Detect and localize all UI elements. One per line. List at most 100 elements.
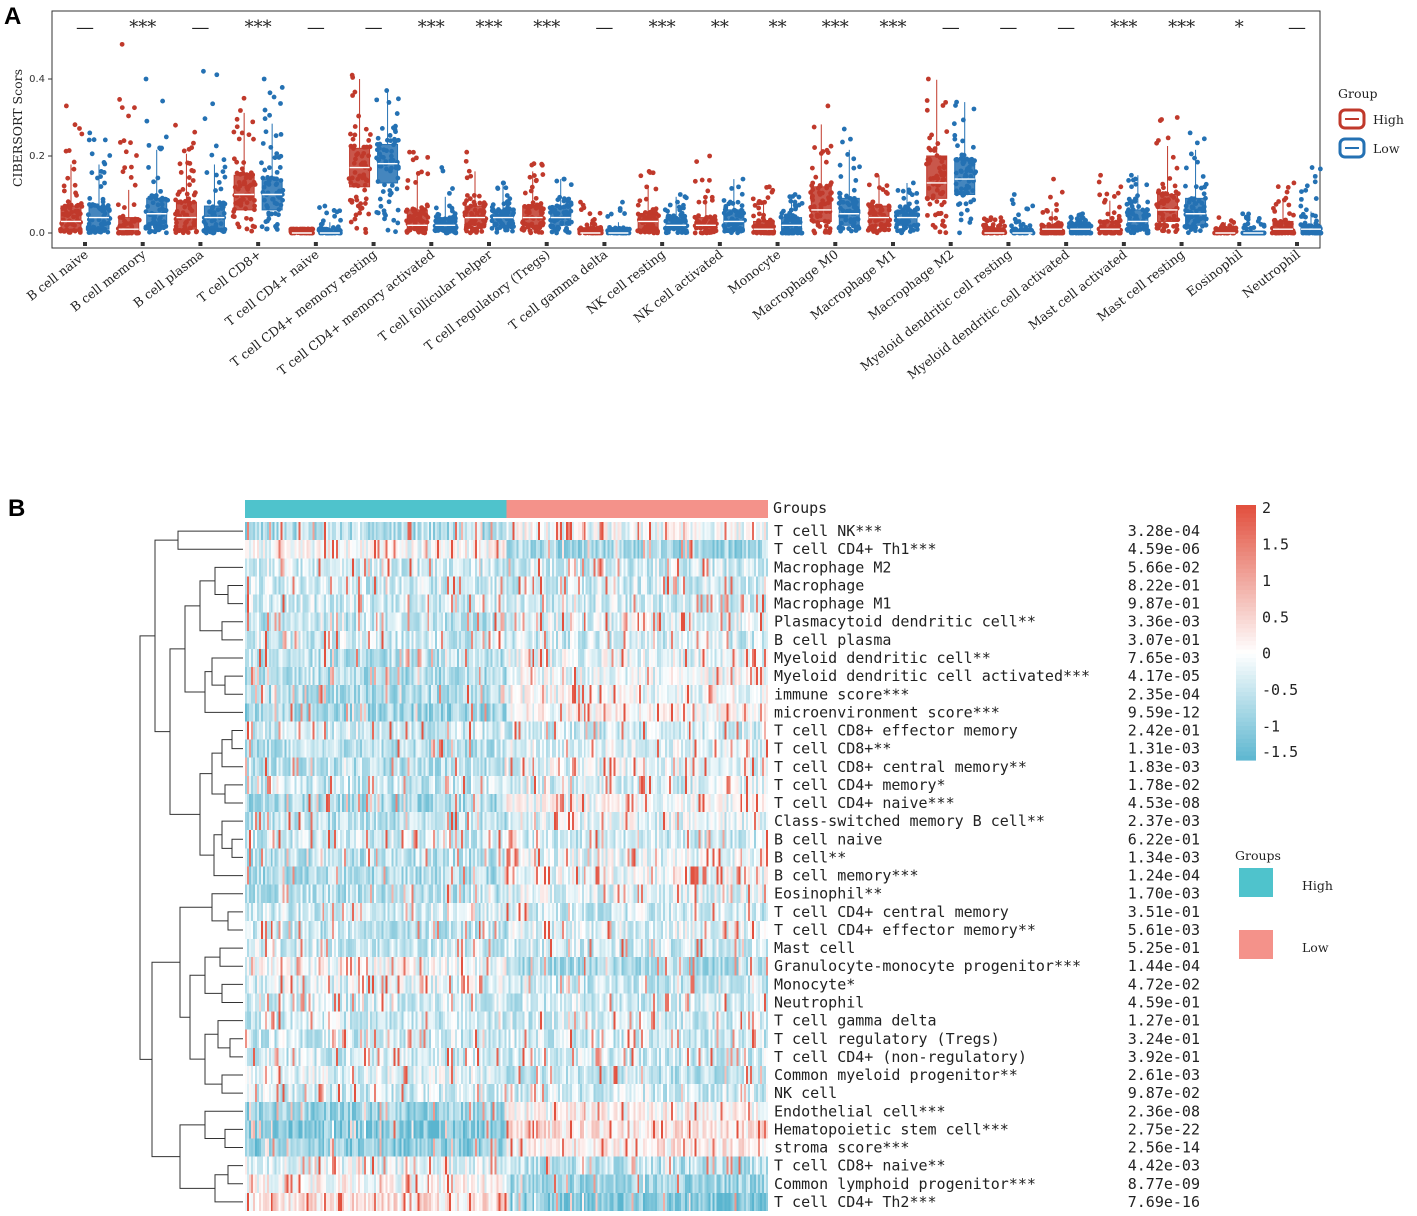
data-point	[1165, 135, 1171, 141]
data-point	[1155, 190, 1161, 195]
dendrogram-link	[179, 1124, 215, 1189]
data-point	[1126, 178, 1131, 183]
data-point	[796, 194, 802, 200]
dendrogram-link	[177, 530, 243, 550]
data-point	[827, 226, 833, 232]
groups-legend-label: High	[1302, 878, 1333, 893]
row-p-value: 3.36e-03	[1128, 613, 1200, 631]
groups-legend-title: Groups	[1235, 848, 1281, 863]
data-point	[1054, 207, 1059, 213]
data-point	[74, 192, 79, 198]
data-point	[549, 229, 555, 235]
x-tick-mark	[371, 242, 376, 246]
data-point	[792, 202, 798, 208]
row-p-value: 3.51e-01	[1128, 903, 1200, 921]
significance-label: —	[365, 17, 383, 38]
box	[723, 209, 745, 230]
data-point	[851, 187, 857, 193]
data-point	[1291, 212, 1296, 218]
data-point	[88, 230, 94, 235]
row-p-value: 1.78e-02	[1128, 776, 1200, 794]
data-point	[838, 228, 843, 234]
data-point	[204, 170, 210, 175]
data-point	[1105, 211, 1111, 217]
data-point	[87, 196, 93, 201]
data-point	[696, 199, 702, 205]
data-point	[635, 202, 641, 208]
data-point	[377, 196, 383, 202]
data-point	[779, 210, 785, 216]
dendrogram-link	[211, 752, 225, 795]
data-point	[828, 182, 833, 188]
row-p-value: 5.66e-02	[1128, 558, 1200, 576]
data-point	[1287, 211, 1292, 217]
data-point	[1111, 194, 1117, 199]
data-point	[1098, 172, 1103, 178]
data-point	[1097, 192, 1103, 198]
colorbar-segment	[1236, 577, 1256, 583]
data-point	[504, 193, 510, 198]
data-point	[396, 96, 401, 102]
data-point	[568, 182, 574, 188]
colorbar-segment	[1236, 658, 1256, 663]
data-point	[722, 228, 728, 234]
data-point	[1111, 210, 1117, 216]
data-point	[1193, 184, 1199, 190]
data-point	[752, 202, 758, 208]
data-point	[527, 174, 533, 180]
dendrogram-link	[184, 605, 205, 693]
data-point	[1198, 185, 1204, 191]
data-point	[489, 225, 495, 231]
row-label: microenvironment score***	[774, 703, 1000, 721]
data-point	[675, 230, 681, 236]
data-point	[1302, 220, 1308, 226]
data-point	[1136, 204, 1142, 209]
data-point	[178, 170, 184, 175]
data-point	[952, 136, 958, 142]
row-p-value: 2.42e-01	[1128, 722, 1200, 740]
data-point	[840, 139, 845, 145]
groups-legend-label: Low	[1302, 940, 1329, 955]
groups-annotation-label: Groups	[773, 499, 827, 517]
data-point	[221, 157, 227, 163]
data-point	[394, 186, 400, 192]
data-point	[1133, 176, 1138, 182]
data-point	[191, 168, 196, 174]
data-point	[592, 217, 597, 222]
data-point	[924, 98, 930, 103]
data-point	[503, 185, 509, 191]
data-point	[1054, 202, 1059, 207]
data-point	[363, 196, 369, 202]
data-point	[967, 220, 973, 225]
data-point	[1068, 214, 1074, 220]
data-point	[244, 215, 249, 221]
data-point	[964, 207, 970, 213]
row-label: Eosinophil**	[774, 885, 882, 903]
x-tick-mark	[313, 242, 318, 246]
data-point	[354, 197, 360, 203]
x-tick-mark	[1237, 242, 1242, 246]
data-point	[146, 142, 152, 148]
colorbar-segment	[1236, 751, 1256, 757]
data-point	[870, 199, 876, 205]
data-point	[824, 229, 830, 235]
data-point	[392, 136, 397, 142]
data-point	[467, 196, 473, 202]
data-point	[152, 228, 158, 234]
dendrogram-link	[204, 671, 243, 713]
data-point	[117, 139, 123, 145]
data-point	[561, 176, 567, 182]
data-point	[705, 188, 711, 194]
x-tick-mark	[891, 242, 895, 246]
colorbar-segment	[1236, 573, 1256, 578]
dendrogram-link	[214, 1174, 243, 1203]
data-point	[262, 167, 268, 173]
data-point	[510, 228, 515, 234]
data-point	[362, 201, 368, 206]
colorbar-segment	[1236, 564, 1256, 570]
dendrogram-root	[139, 635, 155, 1060]
data-point	[554, 230, 559, 236]
data-point	[477, 200, 483, 206]
data-point	[234, 159, 240, 165]
